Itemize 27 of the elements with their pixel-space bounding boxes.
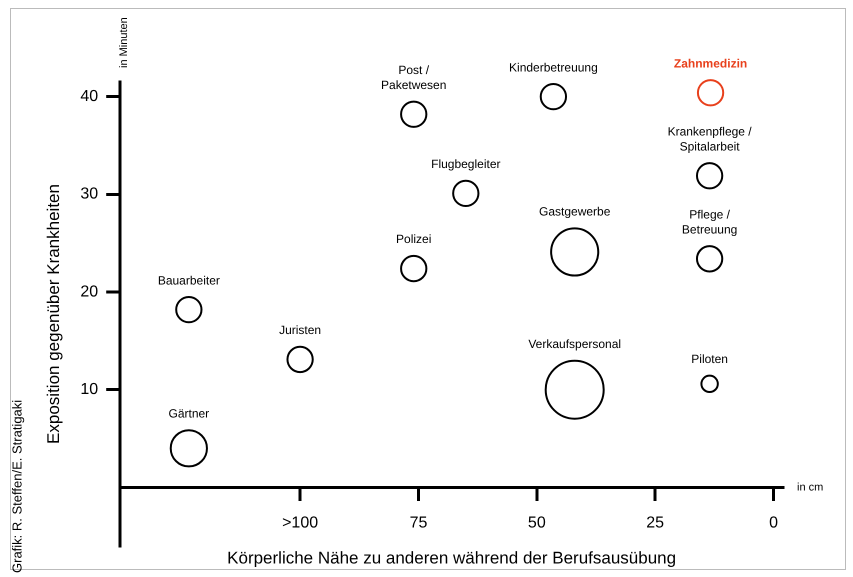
series-label: Gärtner [168, 406, 210, 421]
text: Post / Paketwesen [381, 62, 446, 92]
text: in Minuten [118, 17, 130, 68]
y-tick-label: 30 [80, 186, 98, 203]
x-tick-label: 75 [410, 514, 428, 532]
y-tick-label: 10 [80, 381, 98, 398]
series-label: Bauarbeiter [158, 273, 220, 288]
text: Grafik: R. Steffen/E. Stratigaki [10, 400, 25, 573]
text: in cm [797, 481, 824, 494]
y-axis-title: Exposition gegenüber Krankheiten [44, 184, 63, 444]
series-label: Flugbegleiter [431, 157, 500, 172]
series-label: Gastgewerbe [539, 204, 611, 219]
x-tick-label: 50 [528, 514, 546, 532]
x-axis-title: Körperliche Nähe zu anderen während der Berufsausübung [227, 548, 676, 568]
series-label: Polizei [396, 232, 432, 246]
x-tick-label: >100 [282, 514, 318, 532]
series-label: Juristen [279, 323, 322, 338]
y-tick-label: 20 [80, 283, 98, 300]
x-tick-label: 25 [646, 514, 664, 532]
series-label: Verkaufspersonal [528, 337, 622, 352]
y-tick-label: 40 [80, 88, 98, 106]
series-label: Zahnmedizin [674, 56, 748, 70]
text: Krankenpflege / Spitalarbeit [668, 124, 752, 154]
series-label: Kinderbetreuung [509, 60, 598, 74]
series-label: Piloten [691, 352, 728, 366]
series-label: Pflege / Betreuung [682, 207, 738, 236]
x-tick-label: 0 [769, 514, 778, 532]
